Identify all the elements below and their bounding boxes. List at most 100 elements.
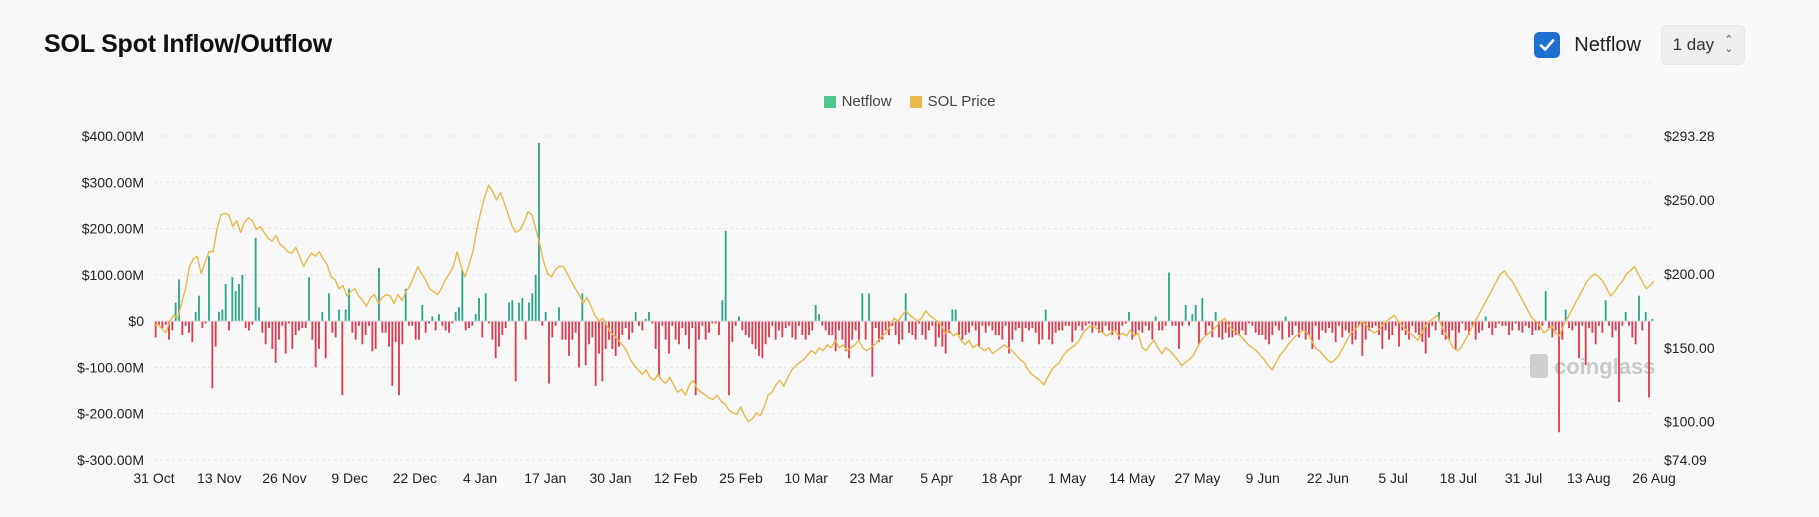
x-tick-label: 9 Dec <box>331 470 368 486</box>
netflow-bar <box>1128 311 1130 322</box>
netflow-bar <box>361 321 364 345</box>
netflow-bar <box>1491 321 1494 336</box>
netflow-bar <box>498 321 500 347</box>
netflow-bar <box>1034 321 1037 333</box>
netflow-bar <box>878 321 880 342</box>
netflow-bar <box>221 309 224 322</box>
netflow-bar <box>1451 321 1454 331</box>
netflow-bar <box>1378 321 1380 336</box>
netflow-bar <box>958 321 960 336</box>
netflow-bar <box>1434 321 1437 331</box>
netflow-bar <box>1608 321 1610 326</box>
netflow-checkbox[interactable] <box>1534 32 1561 58</box>
netflow-bar <box>581 293 584 322</box>
netflow-bar <box>871 321 874 377</box>
netflow-bar <box>404 288 407 322</box>
netflow-bar <box>644 318 647 322</box>
netflow-bar <box>1354 321 1357 340</box>
netflow-bar <box>1228 321 1230 338</box>
netflow-bar <box>401 321 404 345</box>
netflow-bar <box>944 321 947 354</box>
y-left-tick-label: $100.00M <box>82 267 144 283</box>
chart-legend: Netflow SOL Price <box>0 93 1819 110</box>
netflow-bar <box>1374 321 1377 326</box>
netflow-bar <box>1524 321 1527 326</box>
netflow-bar <box>1584 321 1587 366</box>
y-right-tick-label: $250.00 <box>1664 192 1715 208</box>
netflow-bar <box>248 321 250 331</box>
netflow-bar <box>1541 321 1544 326</box>
netflow-bar <box>1134 321 1137 336</box>
netflow-bar <box>398 321 400 396</box>
netflow-bar <box>311 321 314 340</box>
x-tick-label: 18 Jul <box>1440 470 1477 486</box>
netflow-bar <box>1168 272 1170 322</box>
netflow-bar <box>1501 321 1504 326</box>
netflow-bar <box>978 321 980 347</box>
y-left-tick-label: $-300.00M <box>77 452 144 468</box>
netflow-bar <box>548 321 550 384</box>
netflow-bar <box>1528 321 1530 329</box>
netflow-bar <box>1041 321 1044 340</box>
netflow-bar <box>358 321 360 326</box>
y-left-tick-label: $400.00M <box>82 128 144 144</box>
netflow-bar <box>541 321 544 326</box>
netflow-bar <box>388 321 390 347</box>
netflow-bar <box>494 321 497 359</box>
netflow-bar <box>931 321 934 326</box>
netflow-bar <box>858 321 860 340</box>
netflow-bar <box>201 321 204 329</box>
netflow-bar <box>1414 321 1417 333</box>
netflow-bar <box>808 321 810 336</box>
netflow-bar <box>708 321 710 333</box>
netflow-bar <box>571 321 574 340</box>
netflow-bar <box>1288 321 1290 338</box>
netflow-bar <box>1558 321 1560 433</box>
netflow-bar <box>954 309 957 322</box>
netflow-bar <box>438 314 440 322</box>
netflow-bar <box>1018 321 1020 329</box>
netflow-bar <box>1164 321 1167 326</box>
netflow-bar <box>431 316 434 322</box>
netflow-bar <box>1258 321 1260 336</box>
netflow-bar <box>1438 311 1440 322</box>
legend-item-netflow[interactable]: Netflow <box>823 93 892 110</box>
netflow-bar <box>564 321 567 340</box>
netflow-bar <box>1144 321 1147 326</box>
netflow-bar <box>568 321 570 356</box>
netflow-bar <box>1101 321 1104 333</box>
netflow-bar <box>198 295 200 322</box>
netflow-bar <box>218 311 220 322</box>
x-tick-label: 12 Feb <box>654 470 698 486</box>
netflow-bar <box>1428 321 1430 338</box>
netflow-bar <box>1298 321 1300 338</box>
y-left-tick-label: $200.00M <box>82 221 144 237</box>
netflow-bar <box>694 321 697 396</box>
netflow-bar <box>1234 321 1237 336</box>
netflow-bar <box>664 321 667 340</box>
netflow-bar <box>1308 321 1310 336</box>
netflow-bar <box>371 321 374 352</box>
x-tick-label: 4 Jan <box>463 470 497 486</box>
netflow-bar <box>861 293 864 322</box>
netflow-bar <box>641 321 644 331</box>
netflow-bar <box>654 321 657 349</box>
netflow-bar <box>1478 321 1480 333</box>
netflow-bar <box>1191 314 1194 322</box>
legend-item-sol-price[interactable]: SOL Price <box>909 93 995 110</box>
netflow-checkbox-label[interactable]: Netflow <box>1574 33 1641 56</box>
netflow-bar <box>698 321 700 340</box>
netflow-bar <box>474 314 477 322</box>
netflow-bar <box>1458 321 1460 333</box>
netflow-bar <box>604 321 607 349</box>
netflow-bar <box>811 321 814 331</box>
netflow-bar <box>1094 321 1097 326</box>
netflow-bar <box>1078 321 1080 326</box>
netflow-bar <box>638 321 640 326</box>
netflow-bar <box>1068 321 1070 326</box>
netflow-bar <box>964 321 967 336</box>
netflow-bar <box>278 321 280 340</box>
netflow-bar <box>714 321 717 324</box>
netflow-bar <box>1311 321 1314 349</box>
interval-select[interactable]: 1 day ⌃ ⌄ <box>1661 25 1745 65</box>
